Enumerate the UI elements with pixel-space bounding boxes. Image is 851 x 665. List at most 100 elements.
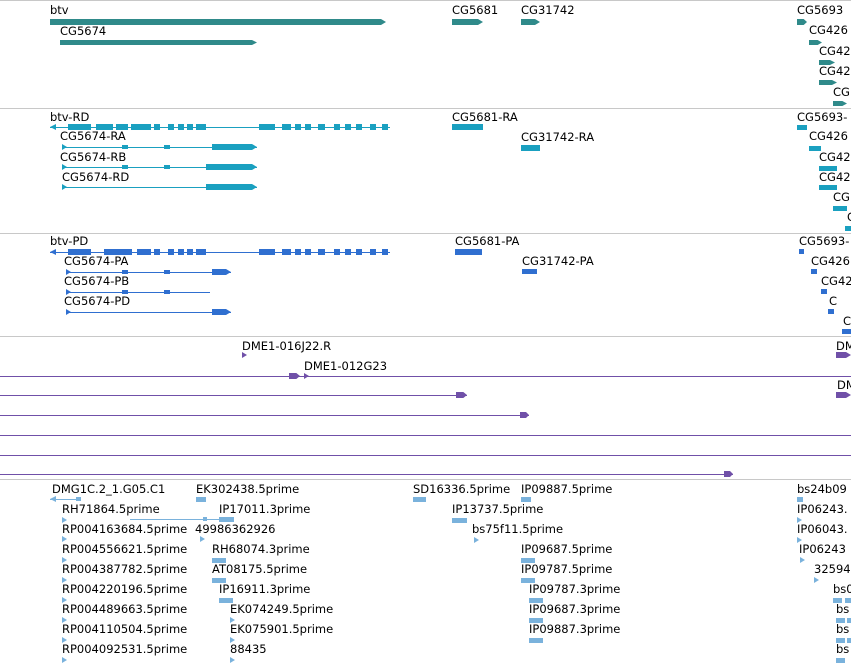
feature-label: CG5693- — [799, 234, 850, 248]
exon-block — [836, 638, 845, 643]
exon-block — [356, 249, 362, 255]
exon-block — [847, 618, 851, 623]
exon-block — [318, 249, 325, 255]
feature-glyph — [452, 124, 483, 130]
start-arrow — [66, 309, 71, 315]
start-arrow — [62, 536, 67, 542]
gene-track: btv CG5674 CG5681 CG31742 CG5693 CG426 C… — [0, 0, 851, 108]
feature-glyph — [50, 496, 81, 502]
exon-block — [137, 249, 151, 255]
feature-label: IP09887.3prime — [529, 622, 621, 636]
feature-glyph — [62, 617, 67, 623]
feature-glyph — [62, 517, 67, 523]
feature-glyph — [60, 40, 257, 45]
exon-block — [836, 658, 845, 663]
feature-glyph — [521, 578, 535, 583]
feature-glyph — [200, 536, 205, 542]
feature-glyph — [452, 518, 467, 523]
exon-block — [154, 124, 160, 130]
feature-glyph — [819, 166, 837, 171]
exon-block — [370, 249, 376, 255]
feature-label: DMG1C.2_1.G05.C1 — [52, 482, 166, 496]
feature-glyph — [836, 352, 851, 358]
exon-block — [382, 124, 388, 130]
feature-glyph — [455, 249, 482, 255]
feature-label: CG5681-RA — [452, 110, 518, 124]
exon-block — [164, 270, 170, 274]
exon-block — [811, 269, 817, 274]
start-arrow — [62, 144, 67, 150]
exon-block — [96, 124, 113, 130]
feature-label: RH71864.5prime — [62, 502, 160, 516]
feature-glyph — [474, 537, 479, 543]
exon-block — [529, 638, 543, 643]
reverse-arrow — [50, 249, 56, 255]
feature-label: IP16911.3prime — [219, 582, 311, 596]
feature-label: C — [829, 294, 838, 308]
feature-glyph — [521, 19, 540, 25]
exon-block — [122, 270, 128, 274]
strand-arrow-block — [724, 471, 733, 477]
feature-label: AT08175.5prime — [212, 562, 308, 576]
feature-label: CG5674-RA — [60, 129, 126, 143]
feature-label: 32594 — [814, 562, 851, 576]
clone-track: DME1-016J22.R DME1-012G23 DM DM — [0, 336, 851, 479]
strand-arrow-block — [452, 19, 483, 25]
feature-label: CG42 — [819, 150, 851, 164]
feature-glyph — [62, 557, 67, 563]
feature-label: EK074249.5prime — [230, 602, 334, 616]
feature-label: CG5674-RB — [60, 150, 127, 164]
feature-label: CG5693- — [797, 110, 848, 124]
start-arrow — [797, 537, 802, 543]
feature-label: CG5681 — [452, 3, 499, 17]
feature-glyph — [50, 19, 386, 25]
feature-glyph — [62, 536, 67, 542]
feature-label: RP004489663.5prime — [62, 602, 188, 616]
start-arrow — [230, 617, 235, 623]
feature-glyph — [797, 537, 802, 543]
feature-glyph — [809, 40, 822, 45]
start-arrow — [474, 537, 479, 543]
feature-glyph — [66, 289, 210, 295]
strand-arrow-block — [819, 80, 837, 85]
start-arrow — [66, 289, 71, 295]
strand-arrow-block — [50, 19, 386, 25]
feature-label: DME1-012G23 — [304, 359, 388, 373]
exon-block — [382, 249, 388, 255]
feature-label: IP06243 — [799, 542, 846, 556]
feature-label: CG5674-PD — [64, 294, 131, 308]
exon-block — [413, 497, 426, 502]
feature-glyph — [50, 124, 390, 130]
start-arrow — [62, 184, 67, 190]
feature-label: IP09887.5prime — [521, 482, 613, 496]
exon-block — [212, 558, 226, 563]
exon-block — [522, 269, 537, 274]
feature-label: RP004556621.5prime — [62, 542, 188, 556]
exon-block — [356, 124, 362, 130]
exon-block — [196, 497, 206, 502]
exon-block — [219, 598, 233, 603]
feature-label: bs24b09 — [797, 482, 847, 496]
exon-block — [334, 124, 340, 130]
feature-glyph — [66, 309, 231, 315]
start-arrow — [62, 517, 67, 523]
feature-label: CG42 — [821, 274, 851, 288]
feature-label: RP004110504.5prime — [62, 622, 188, 636]
exon-block — [836, 618, 845, 623]
start-arrow — [797, 517, 802, 523]
exon-block — [122, 290, 128, 294]
exon-block — [68, 249, 91, 255]
protein-track: btv-PD CG5674-PA CG5674-PB CG5674-PD CG5… — [0, 233, 851, 336]
feature-label: IP17011.3prime — [219, 502, 311, 516]
strand-arrow-block — [836, 392, 851, 398]
feature-glyph — [62, 144, 257, 150]
feature-label: bs0 — [833, 582, 851, 596]
exon-block — [318, 124, 325, 130]
exon-block — [529, 618, 543, 623]
start-arrow — [62, 577, 67, 583]
strand-arrow-block — [819, 60, 835, 65]
exon-block — [104, 249, 132, 255]
exon-block — [847, 638, 851, 643]
start-arrow — [800, 557, 805, 563]
exon-block — [178, 124, 184, 130]
